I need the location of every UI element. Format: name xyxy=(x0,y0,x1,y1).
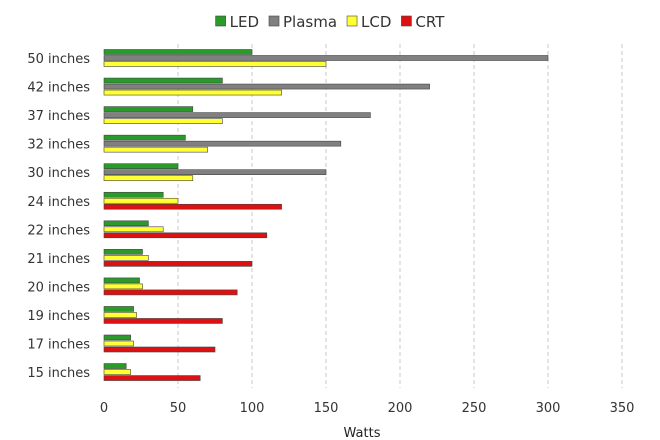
x-tick-label: 300 xyxy=(536,401,561,416)
bar-lcd-22-inches xyxy=(103,226,164,233)
bar-lcd-30-inches xyxy=(103,175,194,181)
bar-plasma-30-inches xyxy=(103,169,327,175)
bar-led-20-inches xyxy=(103,277,140,284)
legend-label-lcd: LCD xyxy=(361,13,391,31)
bar-led-37-inches xyxy=(103,106,194,112)
bar-lcd-15-inches xyxy=(103,369,131,375)
category-label: 21 inches xyxy=(27,252,90,267)
bar-led-17-inches xyxy=(103,334,131,341)
bar-led-30-inches xyxy=(103,163,179,169)
bar-led-50-inches xyxy=(103,49,253,55)
bar-led-24-inches xyxy=(103,191,164,198)
category-label: 22 inches xyxy=(27,223,90,238)
bar-lcd-32-inches xyxy=(103,146,208,153)
category-label: 42 inches xyxy=(27,81,90,96)
category-label: 17 inches xyxy=(27,338,90,353)
bars xyxy=(103,49,549,381)
bar-crt-21-inches xyxy=(103,261,253,267)
x-tick-label: 0 xyxy=(100,401,108,416)
category-label: 20 inches xyxy=(27,280,90,295)
grid-lines xyxy=(177,44,623,388)
legend-label-plasma: Plasma xyxy=(283,13,337,31)
category-labels: 50 inches 42 inches 37 inches 32 inches 30 i… xyxy=(27,52,90,381)
bar-led-19-inches xyxy=(103,306,134,312)
bar-plasma-37-inches xyxy=(103,112,371,118)
x-tick-label: 350 xyxy=(610,401,635,416)
bar-crt-17-inches xyxy=(103,346,216,353)
legend-label-led: LED xyxy=(230,13,259,31)
x-tick-label: 250 xyxy=(462,401,487,416)
legend-swatch-crt xyxy=(401,15,412,27)
bar-lcd-20-inches xyxy=(103,283,143,290)
bar-lcd-21-inches xyxy=(103,255,149,261)
legend: LED Plasma LCD CRT xyxy=(215,13,445,31)
x-tick-label: 100 xyxy=(240,401,265,416)
bar-led-32-inches xyxy=(103,134,186,141)
bar-lcd-17-inches xyxy=(103,340,134,347)
legend-swatch-plasma xyxy=(268,15,280,27)
category-label: 32 inches xyxy=(27,138,90,153)
x-tick-label: 200 xyxy=(388,401,413,416)
category-label: 24 inches xyxy=(27,195,90,210)
bar-lcd-19-inches xyxy=(103,312,137,318)
bar-crt-15-inches xyxy=(103,375,201,381)
bar-crt-19-inches xyxy=(103,318,223,324)
bar-led-22-inches xyxy=(103,220,149,227)
bar-lcd-24-inches xyxy=(103,197,179,204)
bar-plasma-42-inches xyxy=(103,83,430,90)
bar-lcd-42-inches xyxy=(103,89,282,96)
bar-crt-24-inches xyxy=(103,203,282,210)
category-label: 15 inches xyxy=(27,366,90,381)
bar-lcd-50-inches xyxy=(103,61,327,67)
bar-led-15-inches xyxy=(103,363,127,369)
legend-swatch-led xyxy=(215,15,226,27)
bar-crt-22-inches xyxy=(103,232,268,239)
x-tick-labels: 0 50 100 150 200 250 300 350 xyxy=(100,401,635,416)
bar-led-21-inches xyxy=(103,249,143,255)
bar-plasma-50-inches xyxy=(103,55,549,61)
bar-lcd-37-inches xyxy=(103,118,223,124)
x-tick-label: 150 xyxy=(314,401,339,416)
category-label: 37 inches xyxy=(27,109,90,124)
category-label: 19 inches xyxy=(27,309,90,324)
bar-crt-20-inches xyxy=(103,289,238,296)
legend-label-crt: CRT xyxy=(415,13,445,31)
x-axis-title: Watts xyxy=(344,426,381,440)
legend-swatch-lcd xyxy=(346,15,358,27)
bar-led-42-inches xyxy=(103,77,223,84)
category-label: 50 inches xyxy=(27,52,90,67)
bar-plasma-32-inches xyxy=(103,140,342,147)
category-label: 30 inches xyxy=(27,166,90,181)
x-tick-label: 50 xyxy=(170,401,187,416)
